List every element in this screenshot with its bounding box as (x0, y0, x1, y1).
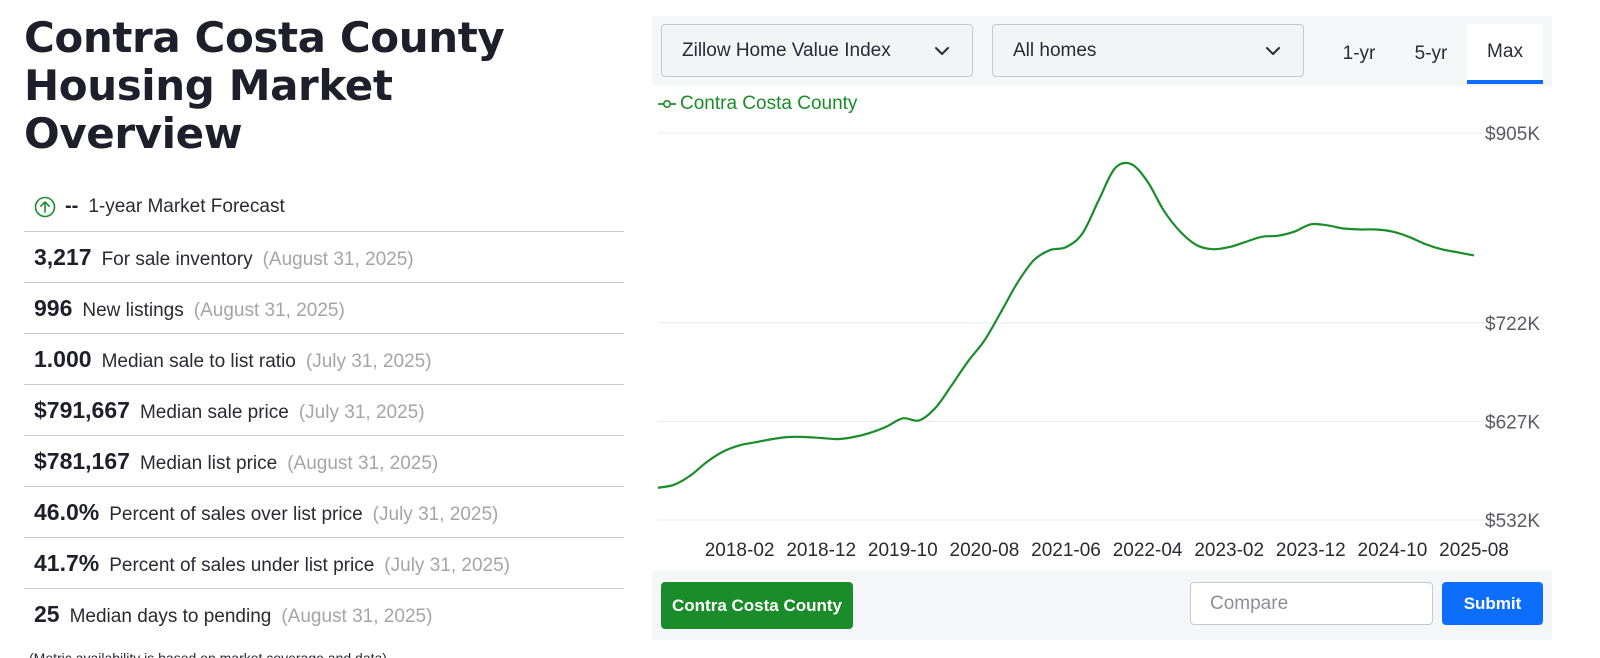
metric-row-median-list-price: $781,167 Median list price (August 31, 2… (24, 436, 624, 487)
metric-label: New listings (82, 300, 184, 321)
range-tab-max[interactable]: Max (1467, 24, 1543, 84)
x-tick-label: 2021-06 (1031, 540, 1101, 561)
x-tick-label: 2019-10 (868, 540, 938, 561)
metric-label: Median days to pending (69, 606, 272, 627)
metric-date: (July 31, 2025) (372, 504, 499, 525)
chevron-down-icon (935, 47, 949, 55)
page-title-line2: Housing Market Overview (24, 61, 393, 158)
metric-date: (August 31, 2025) (193, 300, 345, 321)
metric-date: (August 31, 2025) (281, 606, 433, 627)
metric-select[interactable]: Zillow Home Value Index (661, 24, 973, 77)
compare-input[interactable] (1190, 582, 1433, 625)
y-tick-label: $722K (1485, 314, 1540, 335)
chart-bottom-bar: Contra Costa County Submit (652, 570, 1552, 640)
metric-value: 1.000 (34, 346, 92, 372)
metric-row-new-listings: 996 New listings (August 31, 2025) (24, 283, 624, 334)
market-overview-panel: Contra Costa County Housing Market Overv… (24, 14, 624, 658)
metric-row-under-list: 41.7% Percent of sales under list price … (24, 538, 624, 589)
metric-row-inventory: 3,217 For sale inventory (August 31, 202… (24, 232, 624, 283)
metric-value: $791,667 (34, 397, 130, 423)
y-tick-label: $905K (1485, 124, 1540, 145)
page-title: Contra Costa County Housing Market Overv… (24, 14, 624, 158)
home-type-select[interactable]: All homes (992, 24, 1304, 77)
metric-row-sale-to-list: 1.000 Median sale to list ratio (July 31… (24, 334, 624, 385)
metric-value: 3,217 (34, 244, 92, 270)
x-tick-label: 2024-10 (1358, 540, 1428, 561)
metric-row-days-to-pending: 25 Median days to pending (August 31, 20… (24, 589, 624, 640)
metric-label: Median sale price (139, 402, 289, 423)
metric-date: (July 31, 2025) (305, 351, 432, 372)
home-type-select-value: All homes (1013, 39, 1097, 61)
market-forecast-row: -- 1-year Market Forecast (24, 182, 624, 232)
metric-value: $781,167 (34, 448, 130, 474)
metric-value: 25 (34, 601, 60, 627)
submit-button[interactable]: Submit (1442, 582, 1543, 625)
metric-label: For sale inventory (101, 249, 253, 270)
x-tick-label: 2022-04 (1113, 540, 1183, 561)
x-tick-label: 2020-08 (950, 540, 1020, 561)
series-line[interactable] (657, 161, 1475, 489)
metric-label: Percent of sales over list price (109, 504, 363, 525)
metric-date: (August 31, 2025) (262, 249, 414, 270)
x-tick-label: 2023-02 (1194, 540, 1264, 561)
range-tab-5yr[interactable]: 5-yr (1414, 43, 1448, 64)
metric-row-over-list: 46.0% Percent of sales over list price (… (24, 487, 624, 538)
metric-value: 41.7% (34, 550, 100, 576)
x-tick-label: 2018-12 (786, 540, 856, 561)
line-chart: $905K $722K $627K $532K 2018-02 2018-12 2019-… (657, 124, 1542, 561)
chart-panel: Zillow Home Value Index All homes 1-yr 5… (652, 16, 1552, 640)
chart-legend[interactable]: Contra Costa County (658, 93, 857, 115)
metric-date: (August 31, 2025) (287, 453, 439, 474)
metric-date: (July 31, 2025) (298, 402, 425, 423)
legend-series-label: Contra Costa County (680, 93, 858, 114)
x-tick-label: 2023-12 (1276, 540, 1346, 561)
range-tab-1yr[interactable]: 1-yr (1342, 43, 1376, 64)
forecast-label: 1-year Market Forecast (88, 195, 285, 217)
metric-value: 46.0% (34, 499, 100, 525)
footnote: (Metric availability is based on market … (29, 650, 387, 658)
metric-select-value: Zillow Home Value Index (682, 39, 891, 61)
grid-lines (658, 132, 1542, 521)
chart-area: Contra Costa County $905K $722K $627K $532K… (652, 86, 1552, 570)
metric-label: Median sale to list ratio (101, 351, 296, 372)
metric-label: Median list price (139, 453, 278, 474)
metric-row-median-sale-price: $791,667 Median sale price (July 31, 202… (24, 385, 624, 436)
page-title-line1: Contra Costa County (24, 13, 505, 62)
x-tick-label: 2018-02 (705, 540, 775, 561)
y-axis-ticks: $905K $722K $627K $532K (1485, 124, 1540, 532)
metric-label: Percent of sales under list price (109, 555, 375, 576)
series-lines (657, 161, 1475, 489)
metric-value: 996 (34, 295, 73, 321)
chart-controls: Zillow Home Value Index All homes 1-yr 5… (652, 16, 1552, 86)
x-axis-ticks: 2018-02 2018-12 2019-10 2020-08 2021-06 2022-… (705, 540, 1509, 561)
y-tick-label: $627K (1485, 412, 1540, 433)
y-tick-label: $532K (1485, 511, 1540, 532)
metrics-list: 3,217 For sale inventory (August 31, 202… (24, 232, 624, 640)
metric-date: (July 31, 2025) (384, 555, 510, 576)
chevron-down-icon (1266, 47, 1280, 55)
legend-line-marker-icon (658, 99, 676, 109)
x-tick-label: 2025-08 (1439, 540, 1509, 561)
forecast-value: -- (65, 195, 79, 217)
arrow-up-circle-icon (34, 196, 56, 217)
region-button[interactable]: Contra Costa County (661, 582, 853, 629)
